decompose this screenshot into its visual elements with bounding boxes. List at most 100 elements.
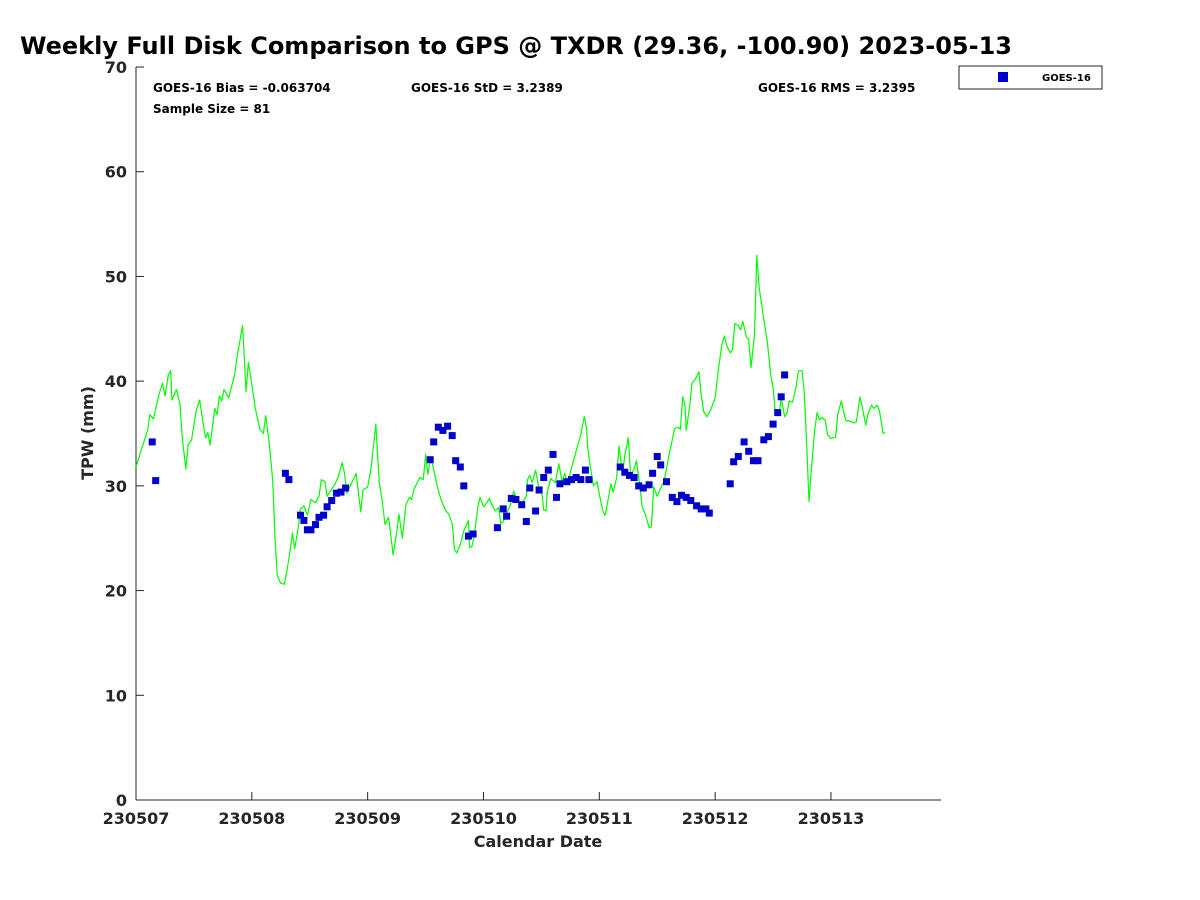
goes16-point: [649, 469, 657, 477]
goes16-point: [553, 493, 560, 501]
x-tick-label: 230513: [798, 809, 865, 828]
goes16-point: [300, 516, 308, 524]
goes16-point: [657, 461, 665, 469]
legend-label-goes16: GOES-16: [1042, 73, 1091, 84]
goes16-point: [556, 480, 564, 488]
goes16-point: [653, 453, 661, 460]
x-tick-label: 230509: [334, 809, 401, 828]
y-tick-label: 30: [105, 477, 127, 496]
goes16-point: [549, 450, 557, 458]
goes16-point: [702, 505, 710, 513]
goes16-point: [585, 476, 593, 484]
goes16-point: [645, 481, 653, 489]
legend: GOES-16: [958, 65, 1103, 90]
goes16-point: [749, 457, 757, 465]
goes16-point: [535, 486, 543, 494]
goes16-point: [734, 453, 742, 460]
goes16-point: [452, 457, 460, 465]
goes16-point: [469, 530, 477, 538]
goes16-point: [630, 474, 638, 481]
x-tick-label: 230511: [566, 809, 633, 828]
y-axis-label: TPW (mm): [78, 386, 97, 480]
goes16-point: [328, 497, 336, 504]
goes16-point: [434, 423, 442, 431]
goes16-point: [148, 438, 156, 446]
x-axis-ticks: 230507 230508 230509 230510 230511 230512 2305…: [103, 792, 865, 828]
goes16-point: [337, 488, 345, 496]
goes16-point: [563, 478, 571, 486]
goes16-point: [568, 476, 575, 484]
goes16-point: [532, 507, 540, 515]
legend-box: [958, 65, 1103, 90]
goes16-point: [764, 433, 772, 441]
y-tick-label: 50: [105, 267, 127, 286]
goes16-point: [577, 476, 585, 484]
goes16-point: [740, 438, 748, 446]
goes16-point: [572, 474, 580, 481]
goes16-point: [460, 482, 468, 490]
goes16-point: [464, 532, 472, 540]
goes16-point: [687, 497, 695, 504]
goes16-point: [448, 432, 456, 440]
sample-size-stat: Sample Size = 81: [153, 102, 270, 116]
goes16-point: [635, 482, 643, 490]
y-tick-label: 20: [105, 582, 127, 601]
series-layer: [135, 254, 886, 585]
goes16-point: [745, 447, 753, 455]
goes16-point: [307, 526, 315, 534]
goes16-point: [342, 484, 350, 492]
goes16-point: [540, 474, 548, 481]
goes16-point: [332, 489, 340, 497]
goes16-point: [705, 509, 713, 517]
goes16-point: [320, 511, 328, 519]
goes16-point: [777, 393, 785, 401]
goes16-point: [581, 466, 589, 474]
y-tick-label: 40: [105, 372, 127, 391]
goes16-point: [281, 469, 289, 477]
goes16-point: [673, 498, 681, 506]
goes16-point: [668, 493, 676, 501]
goes16-point: [625, 471, 633, 479]
goes16-point: [518, 501, 526, 509]
goes16-point: [430, 438, 438, 446]
goes16-point: [544, 466, 552, 474]
goes16-point: [526, 484, 534, 492]
goes16-point: [426, 456, 434, 464]
x-tick-label: 230510: [450, 809, 517, 828]
goes16-point: [693, 502, 701, 510]
goes16-point: [297, 511, 304, 519]
goes16-point: [682, 493, 690, 501]
goes16-point: [621, 468, 629, 476]
legend-marker-goes16: [998, 72, 1008, 82]
goes16-point: [781, 371, 789, 379]
rms-stat: GOES-16 RMS = 3.2395: [758, 81, 915, 95]
goes16-point: [456, 463, 464, 471]
x-tick-label: 230508: [218, 809, 285, 828]
goes16-point: [512, 496, 520, 503]
goes16-point: [697, 505, 705, 513]
chart-title: Weekly Full Disk Comparison to GPS @ TXD…: [20, 32, 1012, 60]
y-tick-label: 10: [105, 686, 127, 705]
goes16-point: [444, 422, 452, 430]
bias-stat: GOES-16 Bias = -0.063704: [153, 81, 331, 95]
goes16-point: [663, 478, 670, 486]
goes16-point: [499, 505, 507, 513]
goes16-point: [503, 512, 511, 520]
gps-series-line: [135, 254, 886, 585]
goes16-point: [439, 426, 447, 434]
x-tick-label: 230507: [103, 809, 170, 828]
goes16-point: [522, 518, 530, 525]
goes16-point: [312, 521, 319, 529]
goes16-point: [774, 409, 782, 417]
y-tick-label: 0: [116, 791, 127, 810]
y-tick-label: 60: [105, 163, 127, 182]
goes16-point: [754, 457, 762, 465]
goes16-point: [616, 463, 624, 471]
x-axis-label: Calendar Date: [474, 832, 603, 851]
x-tick-label: 230512: [682, 809, 749, 828]
goes16-point: [639, 484, 647, 492]
goes16-point: [678, 491, 685, 499]
std-stat: GOES-16 StD = 3.2389: [411, 81, 563, 95]
y-axis-ticks: 0 10 20 30 40 50 60 70: [105, 58, 144, 810]
